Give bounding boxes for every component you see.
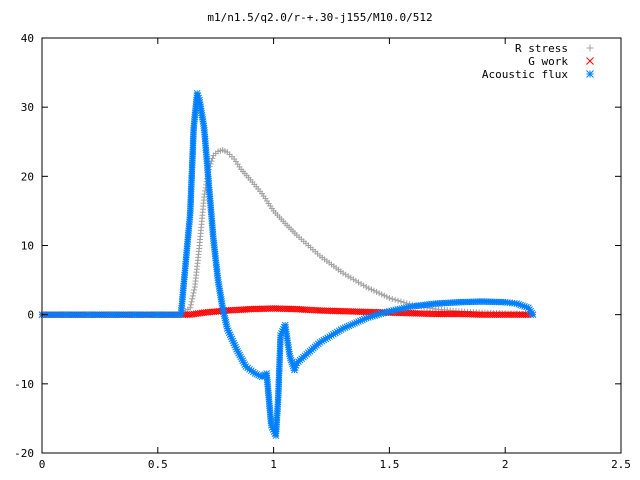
data-point: [529, 311, 537, 319]
data-point: [392, 296, 399, 303]
x-tick-label: 1: [270, 458, 277, 471]
x-tick-label: 2: [502, 458, 509, 471]
legend-marker: [586, 70, 594, 78]
legend-marker: [586, 44, 594, 52]
chart-title: m1/n1.5/q2.0/r-+.30-j155/M10.0/512: [207, 11, 432, 24]
y-tick-label: 0: [27, 309, 34, 322]
data-point: [188, 298, 195, 305]
data-point: [189, 292, 196, 299]
data-point: [201, 191, 208, 198]
data-point: [373, 288, 380, 295]
data-point: [368, 286, 375, 293]
y-tick-label: 30: [21, 101, 34, 114]
data-point: [191, 286, 198, 293]
data-point: [190, 289, 197, 296]
data-point: [370, 287, 377, 294]
y-tick-label: 10: [21, 240, 34, 253]
data-point: [383, 293, 390, 300]
y-tick-label: 20: [21, 170, 34, 183]
y-tick-label: 40: [21, 32, 34, 45]
x-tick-label: 0: [39, 458, 46, 471]
data-point: [189, 295, 196, 302]
legend-label: R stress: [515, 42, 568, 55]
data-point: [187, 304, 194, 311]
plot-frame: [41, 37, 622, 454]
data-point: [363, 284, 370, 290]
data-point: [381, 292, 388, 299]
legend-label: Acoustic flux: [482, 68, 568, 81]
y-tick-label: -20: [14, 447, 34, 460]
data-point: [201, 194, 208, 201]
data-point: [400, 299, 407, 306]
data-point: [378, 291, 385, 298]
legend-marker: [586, 57, 594, 65]
x-tick-label: 1.5: [379, 458, 399, 471]
data-point: [202, 187, 209, 194]
data-point: [187, 301, 194, 308]
x-tick-label: 0.5: [148, 458, 168, 471]
y-tick-label: -10: [14, 378, 34, 391]
data-point: [328, 332, 335, 339]
series-r-stress: [39, 147, 536, 318]
data-point: [376, 290, 383, 297]
axes-layer: 0 0.5 1 1.5 2 2.5 -20 -10 0 10 20 30 40: [14, 32, 631, 471]
data-point: [365, 285, 372, 292]
data-point: [397, 298, 404, 305]
x-tick-label: 2.5: [611, 458, 631, 471]
series-acoustic-flux: [38, 89, 537, 440]
series-layer: [38, 89, 537, 440]
data-point: [386, 295, 393, 302]
data-point: [209, 155, 216, 162]
legend-label: G work: [528, 55, 568, 68]
data-point: [395, 297, 402, 304]
data-point: [389, 295, 396, 302]
